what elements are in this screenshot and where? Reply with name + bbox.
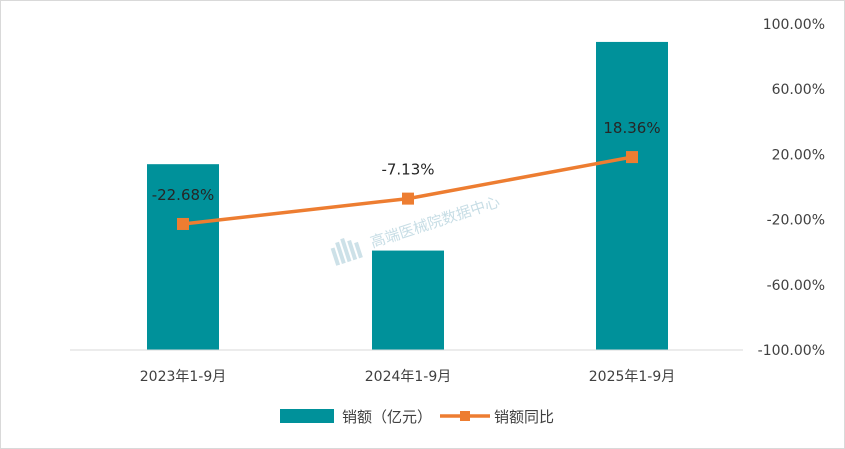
- y2-tick-label: 20.00%: [772, 147, 825, 163]
- y2-axis-ticks: 100.00% 60.00% 20.00% -20.00% -60.00% -100.00…: [758, 17, 825, 359]
- line-data-label: -22.68%: [152, 186, 215, 204]
- legend-line-label: 销额同比: [494, 408, 554, 426]
- line-series: [177, 151, 638, 230]
- watermark-logo-icon: [330, 238, 363, 266]
- line-marker-1: [177, 217, 189, 230]
- y2-tick-label: -20.00%: [767, 213, 825, 229]
- y2-tick-label: 100.00%: [763, 17, 825, 33]
- bar-2: [372, 250, 444, 350]
- legend-bar-swatch: [280, 409, 334, 423]
- y2-tick-label: 60.00%: [772, 82, 825, 98]
- bar-series: [147, 41, 668, 351]
- line-marker-3: [626, 151, 638, 164]
- legend: 销额（亿元） 销额同比: [280, 408, 554, 426]
- y2-tick-label: -100.00%: [758, 343, 825, 359]
- x-axis-ticks: 2023年1-9月 2024年1-9月 2025年1-9月: [140, 369, 676, 385]
- line-data-label: 18.36%: [603, 119, 660, 137]
- legend-bar-label: 销额（亿元）: [342, 408, 432, 426]
- y2-tick-label: -60.00%: [767, 278, 825, 294]
- line-data-label: -7.13%: [381, 161, 434, 179]
- bar-3: [596, 41, 668, 351]
- x-tick-label: 2025年1-9月: [589, 369, 676, 385]
- line-marker-2: [402, 192, 414, 205]
- data-labels: -22.68% -7.13% 18.36%: [152, 119, 661, 204]
- x-tick-label: 2023年1-9月: [140, 369, 227, 385]
- x-tick-label: 2024年1-9月: [365, 369, 452, 385]
- legend-line-marker: [460, 411, 470, 421]
- bar-1: [147, 164, 219, 350]
